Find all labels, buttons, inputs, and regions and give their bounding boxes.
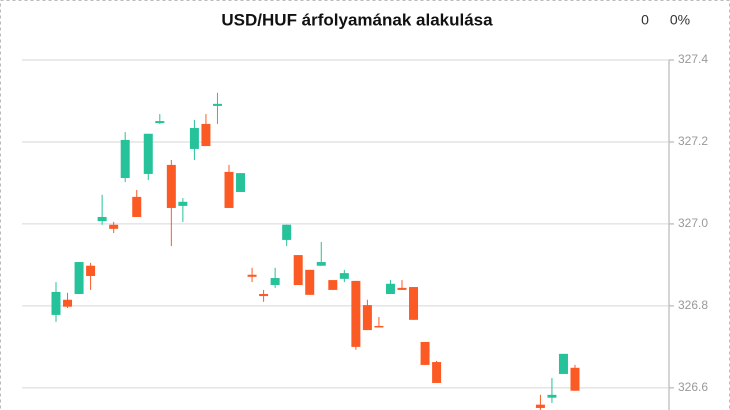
candle-body <box>63 299 73 307</box>
candle-body <box>385 283 395 295</box>
candle-body <box>86 265 96 276</box>
candle-body <box>166 164 176 208</box>
candle-body <box>305 269 315 295</box>
candle-body <box>259 294 269 297</box>
candle-body <box>432 362 442 383</box>
candle-body <box>351 280 361 347</box>
candle-body <box>397 287 407 290</box>
candle-body <box>189 128 199 149</box>
candle-body <box>236 173 246 192</box>
candle-body <box>558 353 568 374</box>
candle-body <box>109 224 119 229</box>
y-tick-label: 326.8 <box>678 298 708 312</box>
candles <box>51 92 580 410</box>
candle-body <box>339 273 349 279</box>
y-tick-label: 326.6 <box>678 380 708 394</box>
candle-body <box>282 224 292 240</box>
candle-body <box>547 394 557 398</box>
candle-body <box>247 274 257 277</box>
candle-body <box>293 255 303 285</box>
candle-body <box>374 325 384 328</box>
candle-body <box>178 201 188 206</box>
candle-body <box>97 216 107 222</box>
candle-body <box>362 305 372 331</box>
y-tick-label: 327.2 <box>678 134 708 148</box>
candle-body <box>328 280 338 290</box>
candle-body <box>132 196 142 217</box>
candle-body <box>420 341 430 365</box>
candle-body <box>316 262 326 266</box>
change-percent: 0% <box>670 12 690 28</box>
candle-body <box>535 404 545 408</box>
candle-body <box>409 287 419 320</box>
candle-body <box>74 262 84 295</box>
y-tick-label: 327.4 <box>678 52 708 66</box>
chart-title: USD/HUF árfolyamának alakulása <box>221 10 493 29</box>
candle-body <box>51 291 61 315</box>
change: 0 <box>641 12 649 28</box>
y-tick-label: 327.0 <box>678 216 708 230</box>
candle-body <box>143 133 153 174</box>
candle-body <box>201 123 211 147</box>
candle-body <box>120 139 130 179</box>
candle-body <box>212 103 222 106</box>
candle-body <box>155 121 165 124</box>
candle-body <box>270 278 280 285</box>
candle-body <box>224 171 234 208</box>
candle-body <box>570 367 580 391</box>
